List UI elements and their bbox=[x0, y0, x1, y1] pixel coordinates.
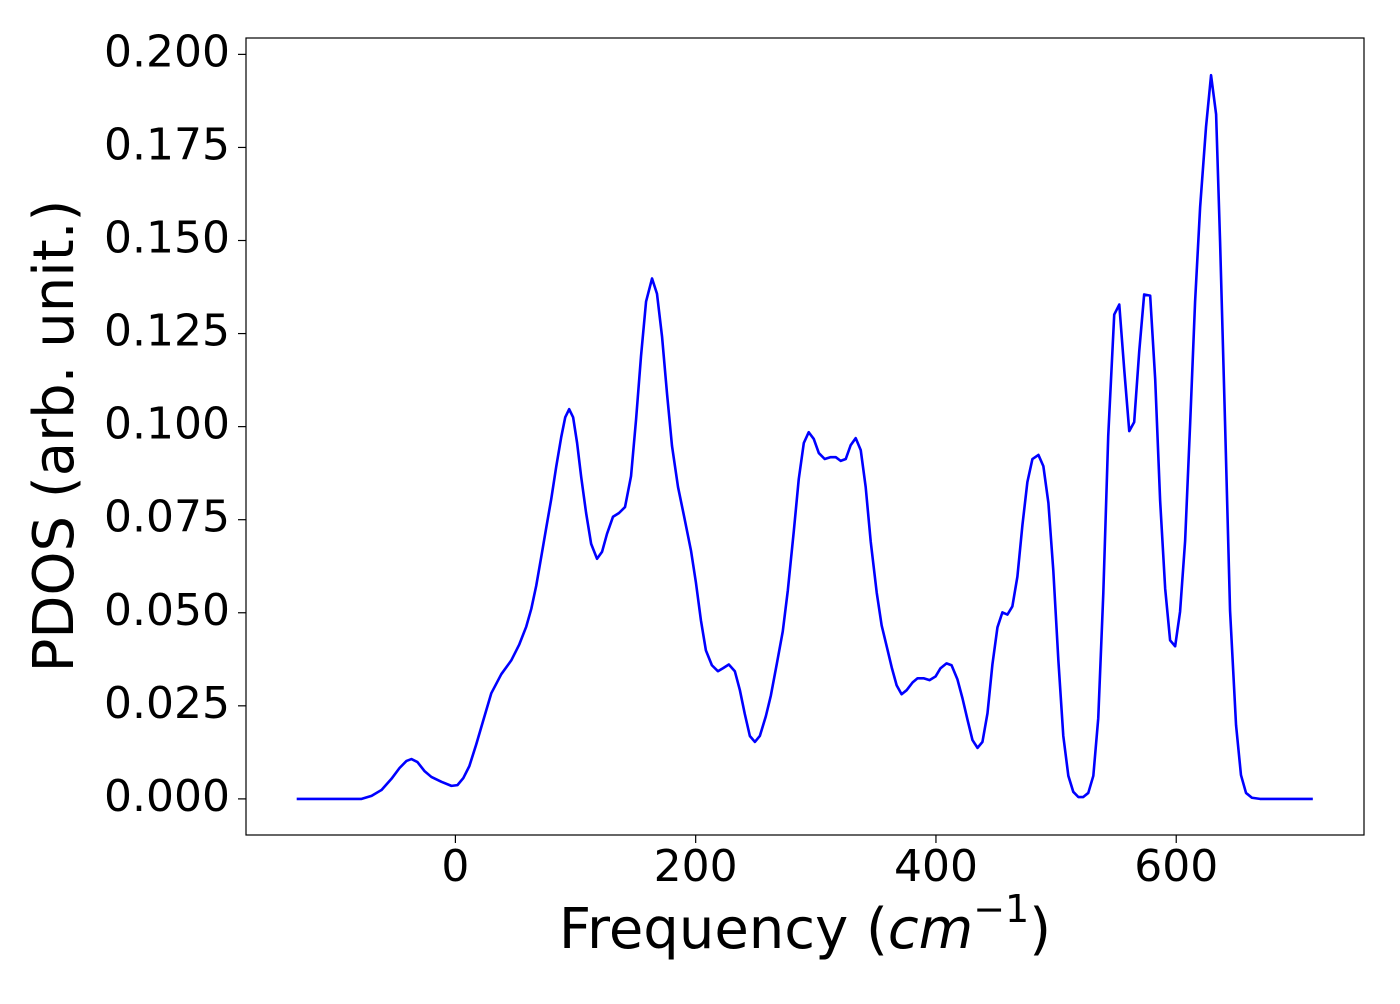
y-tick-label: 0.075 bbox=[104, 492, 230, 543]
y-tick-label: 0.175 bbox=[104, 119, 230, 170]
x-label-part: Frequency ( bbox=[559, 897, 888, 962]
y-tick-label: 0.050 bbox=[104, 585, 230, 636]
y-tick-label: 0.000 bbox=[104, 771, 230, 822]
x-label-part: ) bbox=[1029, 897, 1051, 962]
y-tick-label: 0.200 bbox=[104, 26, 230, 77]
y-tick-label: 0.100 bbox=[104, 399, 230, 450]
x-tick-label: 600 bbox=[1134, 841, 1218, 892]
y-tick-label: 0.025 bbox=[104, 678, 230, 729]
x-tick-label: 200 bbox=[654, 841, 738, 892]
y-axis-label: PDOS (arb. unit.) bbox=[22, 200, 87, 673]
x-tick-label: 400 bbox=[894, 841, 978, 892]
y-tick-label: 0.150 bbox=[104, 213, 230, 264]
pdos-line bbox=[296, 73, 1313, 801]
y-tick-label: 0.125 bbox=[104, 306, 230, 357]
x-axis-label: Frequency (cm−1) bbox=[559, 887, 1051, 963]
x-label-unit: cm bbox=[888, 897, 973, 962]
x-tick-label: 0 bbox=[441, 841, 469, 892]
x-label-exponent: −1 bbox=[973, 887, 1029, 931]
plot-frame bbox=[245, 37, 1365, 836]
